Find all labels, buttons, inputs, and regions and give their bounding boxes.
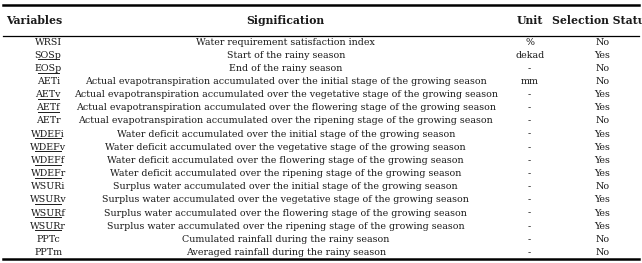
Text: AETr: AETr [36, 117, 60, 125]
Text: WDEFr: WDEFr [31, 169, 65, 178]
Text: Yes: Yes [594, 103, 610, 112]
Text: No: No [595, 248, 609, 257]
Text: Variables: Variables [6, 15, 63, 26]
Text: No: No [595, 117, 609, 125]
Text: Surplus water accumulated over the initial stage of the growing season: Surplus water accumulated over the initi… [114, 182, 458, 191]
Text: Actual evapotranspiration accumulated over the ripening stage of the growing sea: Actual evapotranspiration accumulated ov… [78, 117, 493, 125]
Text: -: - [528, 130, 532, 139]
Text: WSURv: WSURv [30, 195, 67, 204]
Text: Averaged rainfall during the rainy season: Averaged rainfall during the rainy seaso… [186, 248, 386, 257]
Text: -: - [528, 103, 532, 112]
Text: -: - [528, 169, 532, 178]
Text: Signification: Signification [247, 15, 325, 26]
Text: EOSp: EOSp [35, 64, 62, 73]
Text: PPTm: PPTm [34, 248, 62, 257]
Text: WDEFv: WDEFv [30, 143, 66, 152]
Text: Selection Status: Selection Status [552, 15, 642, 26]
Text: mm: mm [521, 77, 539, 86]
Text: WDEFi: WDEFi [31, 130, 65, 139]
Text: -: - [528, 209, 532, 218]
Text: Surplus water accumulated over the flowering stage of the growing season: Surplus water accumulated over the flowe… [104, 209, 467, 218]
Text: Actual evapotranspiration accumulated over the vegetative stage of the growing s: Actual evapotranspiration accumulated ov… [74, 90, 498, 99]
Text: No: No [595, 38, 609, 47]
Text: -: - [528, 156, 532, 165]
Text: No: No [595, 77, 609, 86]
Text: Water deficit accumulated over the ripening stage of the growing season: Water deficit accumulated over the ripen… [110, 169, 462, 178]
Text: Yes: Yes [594, 169, 610, 178]
Text: Water requirement satisfaction index: Water requirement satisfaction index [196, 38, 375, 47]
Text: -: - [528, 182, 532, 191]
Text: -: - [528, 143, 532, 152]
Text: SOSp: SOSp [35, 51, 62, 60]
Text: No: No [595, 182, 609, 191]
Text: -: - [528, 90, 532, 99]
Text: Yes: Yes [594, 209, 610, 218]
Text: dekad: dekad [515, 51, 544, 60]
Text: -: - [528, 222, 532, 231]
Text: PPTc: PPTc [37, 235, 60, 244]
Text: No: No [595, 64, 609, 73]
Text: Water deficit accumulated over the vegetative stage of the growing season: Water deficit accumulated over the veget… [105, 143, 466, 152]
Text: WRSI: WRSI [35, 38, 62, 47]
Text: Yes: Yes [594, 51, 610, 60]
Text: WSURr: WSURr [30, 222, 66, 231]
Text: Yes: Yes [594, 195, 610, 204]
Text: Start of the rainy season: Start of the rainy season [227, 51, 345, 60]
Text: Yes: Yes [594, 130, 610, 139]
Text: No: No [595, 235, 609, 244]
Text: -: - [528, 235, 532, 244]
Text: AETv: AETv [35, 90, 61, 99]
Text: -: - [528, 64, 532, 73]
Text: Cumulated rainfall during the rainy season: Cumulated rainfall during the rainy seas… [182, 235, 390, 244]
Text: Actual evapotranspiration accumulated over the initial stage of the growing seas: Actual evapotranspiration accumulated ov… [85, 77, 487, 86]
Text: AETi: AETi [37, 77, 60, 86]
Text: Yes: Yes [594, 90, 610, 99]
Text: Surplus water accumulated over the ripening stage of the growing season: Surplus water accumulated over the ripen… [107, 222, 465, 231]
Text: WDEFf: WDEFf [31, 156, 65, 165]
Text: Yes: Yes [594, 222, 610, 231]
Text: %: % [525, 38, 534, 47]
Text: Unit: Unit [516, 15, 543, 26]
Text: -: - [528, 248, 532, 257]
Text: Yes: Yes [594, 143, 610, 152]
Text: WSURf: WSURf [31, 209, 65, 218]
Text: AETf: AETf [37, 103, 60, 112]
Text: WSURi: WSURi [31, 182, 65, 191]
Text: End of the rainy season: End of the rainy season [229, 64, 342, 73]
Text: Yes: Yes [594, 156, 610, 165]
Text: Actual evapotranspiration accumulated over the flowering stage of the growing se: Actual evapotranspiration accumulated ov… [76, 103, 496, 112]
Text: -: - [528, 195, 532, 204]
Text: -: - [528, 117, 532, 125]
Text: Water deficit accumulated over the flowering stage of the growing season: Water deficit accumulated over the flowe… [107, 156, 464, 165]
Text: Water deficit accumulated over the initial stage of the growing season: Water deficit accumulated over the initi… [116, 130, 455, 139]
Text: Surplus water accumulated over the vegetative stage of the growing season: Surplus water accumulated over the veget… [102, 195, 469, 204]
